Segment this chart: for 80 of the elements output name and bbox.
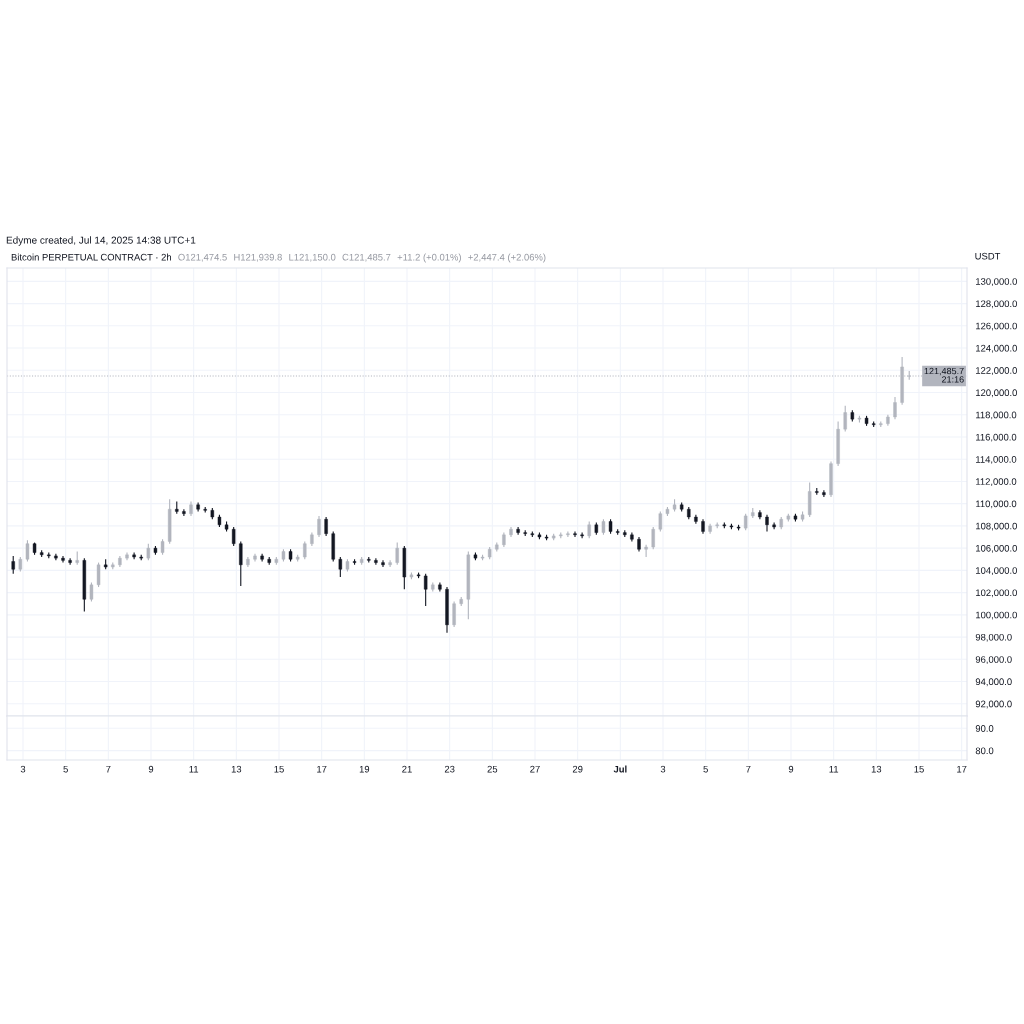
chart-title: Edyme created, Jul 14, 2025 14:38 UTC+1 bbox=[6, 236, 196, 246]
y-tick-label: 92,000.0 bbox=[975, 700, 1012, 709]
x-tick-label: 13 bbox=[231, 765, 242, 773]
candlestick bbox=[324, 516, 328, 537]
x-tick-label: 23 bbox=[444, 765, 455, 773]
candlestick bbox=[452, 600, 456, 628]
candlestick bbox=[807, 481, 812, 518]
candlestick bbox=[843, 405, 847, 432]
candlestick bbox=[822, 489, 826, 498]
y-tick-label: 130,000.0 bbox=[976, 278, 1017, 286]
candlestick bbox=[374, 557, 378, 566]
x-tick-label: Jul bbox=[613, 765, 627, 773]
text: C121,485.7 bbox=[342, 253, 391, 262]
x-tick-label: 25 bbox=[487, 765, 498, 773]
y-tick-label: 100,000.0 bbox=[976, 611, 1017, 620]
y-tick-label: 126,000.0 bbox=[976, 322, 1017, 331]
x-tick-label: 9 bbox=[788, 765, 794, 773]
text: +2,447.4 (+2.06%) bbox=[468, 253, 546, 263]
ref-line-label: 121,485.7 21:16 bbox=[924, 367, 964, 383]
y-tick-label: 90.0 bbox=[975, 725, 994, 732]
x-tick-label: 9 bbox=[148, 765, 154, 773]
x-tick-label: 21 bbox=[402, 765, 412, 773]
chart-subtitle: Bitcoin PERPETUAL CONTRACT · 2h bbox=[11, 253, 171, 261]
text: O121,474.5 bbox=[178, 253, 227, 262]
candlestick bbox=[96, 562, 101, 588]
candlestick bbox=[395, 542, 399, 566]
y-tick-label: 108,000.0 bbox=[976, 522, 1017, 531]
candlestick bbox=[893, 396, 897, 420]
text: +11.2 (+0.01%) bbox=[397, 253, 461, 263]
candlestick bbox=[25, 539, 30, 563]
x-tick-label: 7 bbox=[746, 765, 751, 773]
candlestick bbox=[239, 540, 243, 587]
x-tick-label: 11 bbox=[189, 765, 199, 773]
x-tick-label: 17 bbox=[957, 765, 967, 773]
y-tick-label: 122,000.0 bbox=[976, 367, 1017, 375]
candlestick bbox=[231, 526, 236, 547]
x-tick-label: 13 bbox=[871, 765, 882, 773]
candlestick bbox=[338, 556, 343, 578]
x-tick-label: 27 bbox=[530, 765, 540, 773]
y-tick-label: 104,000.0 bbox=[976, 567, 1017, 575]
text: H121,939.8 bbox=[234, 253, 282, 262]
candlestick bbox=[381, 559, 385, 568]
x-tick-label: 29 bbox=[572, 765, 583, 773]
x-tick-label: 19 bbox=[359, 765, 370, 773]
x-tick-label: 3 bbox=[660, 765, 666, 773]
y-tick-label: 114,000.0 bbox=[976, 456, 1017, 464]
x-tick-label: 5 bbox=[63, 765, 68, 773]
candlestick bbox=[423, 573, 428, 607]
candlestick bbox=[89, 582, 94, 603]
y-tick-label: 98,000.0 bbox=[975, 633, 1012, 642]
y-tick-label: 96,000.0 bbox=[975, 656, 1012, 664]
x-tick-label: 15 bbox=[914, 765, 924, 773]
candlestick bbox=[573, 530, 577, 538]
y-tick-label: 110,000.0 bbox=[976, 500, 1017, 509]
y-tick-label: 120,000.0 bbox=[976, 389, 1017, 398]
x-tick-label: 7 bbox=[106, 765, 111, 773]
y-tick-label: 116,000.0 bbox=[976, 433, 1017, 442]
x-tick-label: 3 bbox=[20, 765, 26, 773]
x-tick-label: 17 bbox=[317, 765, 327, 773]
y-tick-label: 112,000.0 bbox=[976, 478, 1017, 487]
candlestick bbox=[317, 515, 321, 538]
y-tick-label: 128,000.0 bbox=[976, 300, 1017, 309]
y-tick-label: 124,000.0 bbox=[976, 344, 1017, 353]
text: L121,150.0 bbox=[289, 253, 336, 262]
candlestick bbox=[68, 557, 72, 566]
y-tick-label: 106,000.0 bbox=[976, 544, 1017, 553]
y-tick-label: 94,000.0 bbox=[975, 678, 1012, 687]
y-tick-label: 118,000.0 bbox=[976, 411, 1017, 420]
x-tick-label: 15 bbox=[274, 765, 284, 773]
candlestick bbox=[388, 559, 392, 568]
candlestick bbox=[651, 526, 655, 550]
candlestick bbox=[644, 544, 648, 558]
candlestick bbox=[182, 508, 186, 517]
y-tick-label: 102,000.0 bbox=[976, 589, 1017, 598]
y-axis-title: USDT bbox=[975, 252, 1001, 260]
candlestick bbox=[658, 510, 663, 533]
candlestick bbox=[566, 530, 570, 538]
x-tick-label: 11 bbox=[829, 765, 839, 773]
y-tick-label: 80.0 bbox=[975, 747, 994, 755]
x-tick-label: 5 bbox=[703, 765, 708, 773]
